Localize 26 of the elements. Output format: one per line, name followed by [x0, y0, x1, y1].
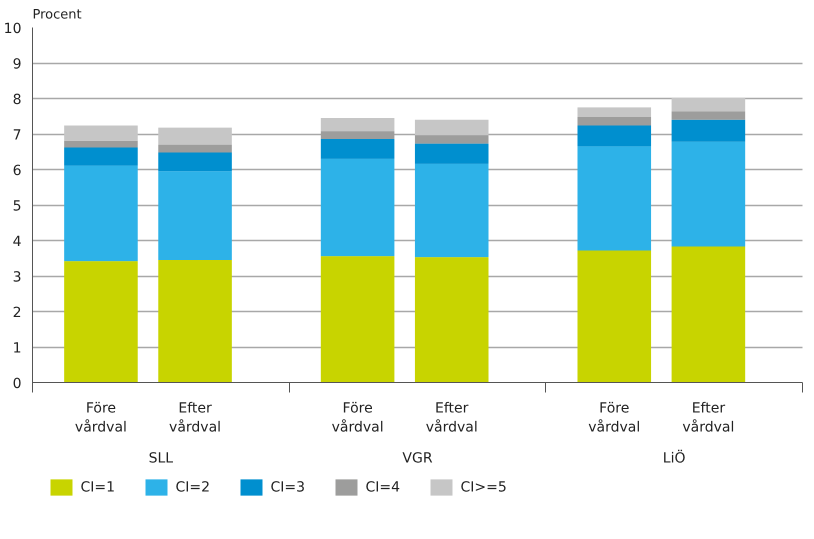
y-tick-label: 1 [12, 340, 22, 356]
x-tick-label: Före vårdval [74, 400, 127, 436]
x-tick-label: Efter vårdval [682, 400, 734, 436]
legend-label: CI=4 [366, 480, 400, 496]
y-tick-label: 9 [12, 56, 22, 72]
x-tick-label: Efter vårdval [169, 400, 222, 436]
legend-label: CI=2 [176, 480, 210, 496]
legend-label: CI>=5 [460, 480, 507, 496]
x-tick-label: Efter vårdval [426, 400, 478, 436]
y-tick-label: 2 [12, 305, 22, 321]
text: SLL [148, 450, 174, 466]
y-tick-label: 5 [12, 198, 22, 214]
y-tick-label: 0 [12, 376, 22, 392]
x-tick-label: Före vårdval [588, 400, 640, 436]
x-tick-label: Före vårdval [332, 400, 384, 436]
text: LiÖ [662, 450, 686, 466]
y-axis-title: Procent [32, 8, 82, 22]
y-tick-label: 4 [12, 234, 22, 250]
legend-label: CI=3 [270, 480, 306, 496]
text: VGR [402, 450, 433, 466]
y-tick-label: 6 [12, 163, 22, 179]
y-tick-label: 8 [12, 92, 22, 108]
y-tick-label: 3 [12, 270, 22, 286]
legend-label: CI=1 [80, 480, 116, 496]
y-tick-label: 10 [4, 21, 22, 37]
y-tick-label: 7 [12, 128, 22, 144]
